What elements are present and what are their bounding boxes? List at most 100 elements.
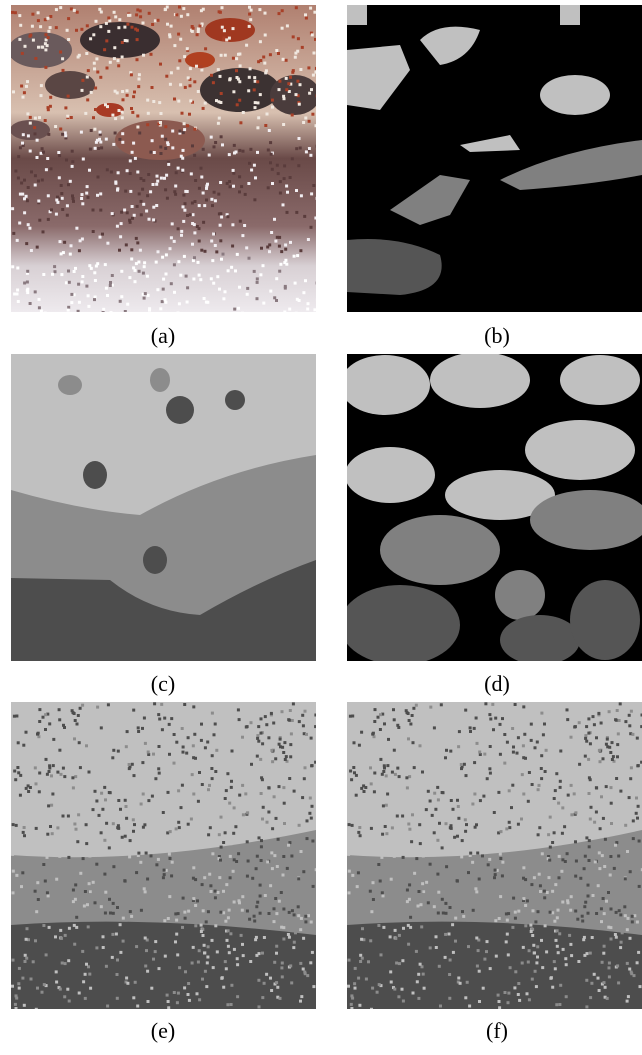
noise-pixel (167, 791, 170, 794)
noise-pixel (241, 943, 244, 946)
noise-pixel (157, 19, 160, 22)
noise-pixel (226, 215, 229, 218)
noise-pixel (198, 240, 201, 243)
noise-pixel (638, 840, 641, 843)
noise-pixel (282, 786, 285, 789)
noise-pixel (349, 770, 352, 773)
noise-pixel (175, 933, 178, 936)
noise-pixel (70, 293, 73, 296)
noise-pixel (47, 194, 50, 197)
noise-pixel (620, 941, 623, 944)
noise-pixel (522, 946, 525, 949)
noise-pixel (371, 987, 374, 990)
noise-pixel (150, 854, 153, 857)
noise-pixel (278, 785, 281, 788)
noise-pixel (275, 981, 278, 984)
noise-pixel (517, 993, 520, 996)
noise-pixel (151, 795, 154, 798)
noise-pixel (193, 223, 196, 226)
noise-pixel (263, 936, 266, 939)
caption: (a) (151, 323, 175, 348)
noise-pixel (263, 982, 266, 985)
noise-pixel (241, 895, 244, 898)
noise-pixel (121, 141, 124, 144)
noise-pixel (297, 877, 300, 880)
noise-pixel (200, 924, 203, 927)
noise-pixel (174, 193, 177, 196)
noise-pixel (124, 310, 127, 313)
noise-pixel (512, 897, 515, 900)
noise-pixel (210, 240, 213, 243)
noise-pixel (605, 785, 608, 788)
noise-pixel (609, 926, 612, 929)
noise-pixel (47, 133, 50, 136)
noise-pixel (179, 274, 182, 277)
noise-pixel (205, 185, 208, 188)
noise-pixel (85, 285, 88, 288)
noise-pixel (275, 945, 278, 948)
noise-pixel (106, 294, 109, 297)
noise-pixel (295, 6, 298, 9)
noise-pixel (606, 738, 609, 741)
noise-pixel (310, 226, 313, 229)
noise-pixel (84, 890, 87, 893)
noise-pixel (304, 117, 307, 120)
noise-pixel (67, 270, 70, 273)
noise-pixel (166, 23, 169, 26)
noise-pixel (603, 912, 606, 915)
noise-pixel (225, 883, 228, 886)
noise-pixel (44, 880, 47, 883)
noise-pixel (637, 764, 640, 767)
noise-pixel (212, 966, 215, 969)
noise-pixel (548, 876, 551, 879)
noise-pixel (50, 774, 53, 777)
noise-pixel (95, 946, 98, 949)
noise-pixel (40, 94, 43, 97)
noise-pixel (527, 961, 530, 964)
noise-pixel (125, 243, 128, 246)
noise-pixel (283, 311, 286, 314)
noise-pixel (23, 211, 26, 214)
noise-pixel (273, 296, 276, 299)
noise-pixel (398, 775, 401, 778)
noise-pixel (584, 755, 587, 758)
noise-pixel (114, 132, 117, 135)
noise-pixel (46, 891, 49, 894)
noise-pixel (117, 750, 120, 753)
noise-pixel (189, 67, 192, 70)
noise-pixel (23, 197, 26, 200)
noise-pixel (16, 293, 19, 296)
noise-pixel (148, 12, 151, 15)
noise-pixel (476, 742, 479, 745)
noise-pixel (187, 823, 190, 826)
noise-pixel (164, 8, 167, 11)
noise-pixel (531, 783, 534, 786)
noise-pixel (131, 26, 134, 29)
noise-pixel (45, 168, 48, 171)
noise-pixel (231, 223, 234, 226)
noise-pixel (630, 971, 633, 974)
noise-pixel (549, 846, 552, 849)
noise-pixel (94, 147, 97, 150)
noise-pixel (530, 723, 533, 726)
noise-pixel (254, 106, 257, 109)
noise-pixel (478, 1000, 481, 1003)
noise-pixel (73, 823, 76, 826)
noise-pixel (45, 33, 48, 36)
noise-pixel (256, 281, 259, 284)
noise-pixel (305, 150, 308, 153)
noise-pixel (295, 147, 298, 150)
noise-pixel (35, 1008, 38, 1011)
noise-pixel (559, 750, 562, 753)
noise-pixel (72, 197, 75, 200)
noise-pixel (209, 884, 212, 887)
noise-pixel (59, 51, 62, 54)
noise-pixel (442, 791, 445, 794)
noise-pixel (405, 776, 408, 779)
noise-pixel (463, 763, 466, 766)
noise-pixel (160, 177, 163, 180)
noise-pixel (170, 717, 173, 720)
noise-pixel (136, 1005, 139, 1008)
noise-pixel (144, 742, 147, 745)
noise-pixel (204, 746, 207, 749)
